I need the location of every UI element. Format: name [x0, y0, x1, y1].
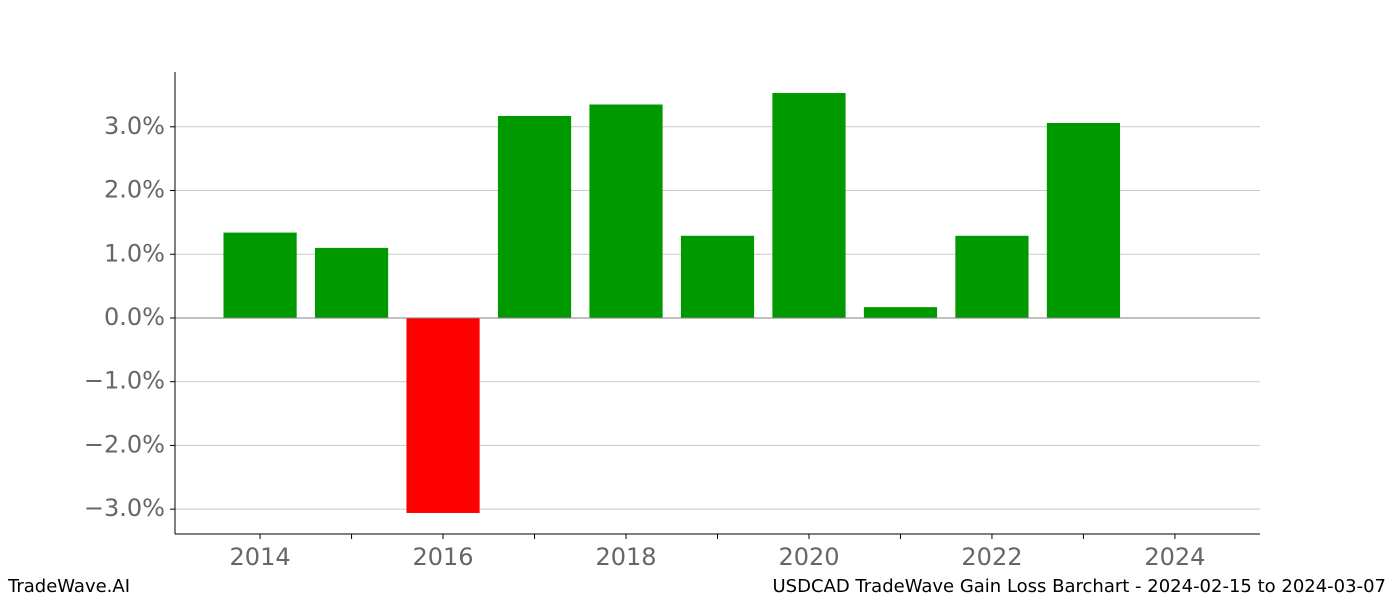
y-tick-label: 3.0% — [104, 112, 165, 140]
bar — [314, 247, 389, 318]
y-tick-label: −3.0% — [84, 494, 165, 522]
x-tick-label: 2022 — [961, 543, 1022, 571]
y-tick-label: −1.0% — [84, 367, 165, 395]
bar — [680, 235, 755, 318]
y-tick-label: 1.0% — [104, 239, 165, 267]
bar — [863, 307, 938, 318]
x-tick-label: 2018 — [595, 543, 656, 571]
x-tick-label: 2016 — [413, 543, 474, 571]
footer-left: TradeWave.AI — [7, 576, 130, 597]
x-tick-label: 2020 — [778, 543, 839, 571]
bar — [772, 93, 846, 318]
bar — [1046, 122, 1121, 318]
x-tick-label: 2024 — [1144, 543, 1205, 571]
bar — [223, 232, 297, 318]
footer-right: USDCAD TradeWave Gain Loss Barchart - 20… — [773, 576, 1387, 597]
y-tick-label: 0.0% — [104, 303, 165, 331]
y-tick-label: 2.0% — [104, 176, 165, 204]
y-tick-label: −2.0% — [84, 430, 165, 458]
bar — [497, 115, 572, 318]
bar — [406, 317, 480, 513]
x-tick-label: 2014 — [230, 543, 291, 571]
bar — [955, 235, 1029, 318]
bar — [589, 104, 663, 318]
